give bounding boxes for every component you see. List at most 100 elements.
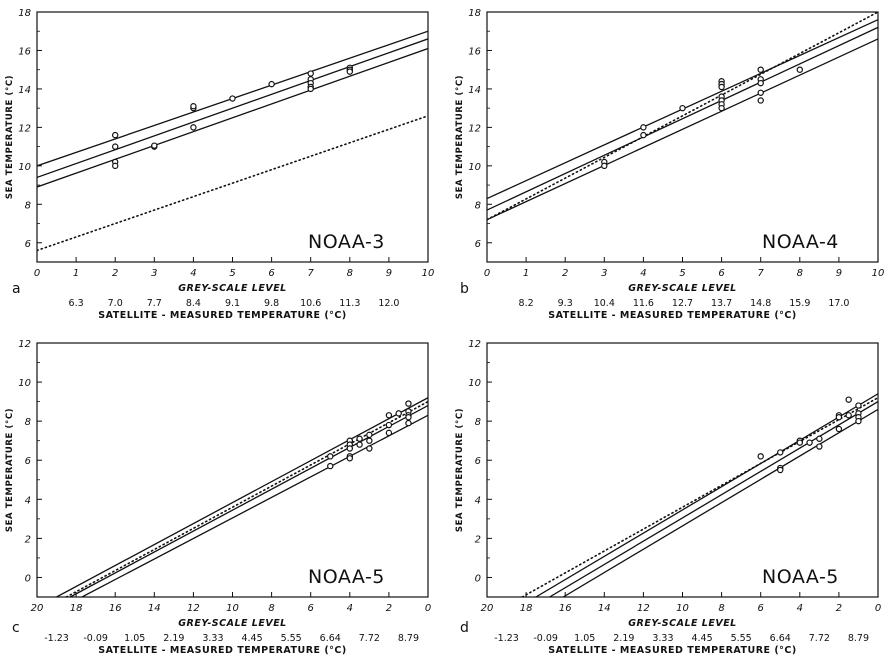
- x-axis-label: GREY-SCALE LEVEL: [178, 618, 286, 629]
- satellite-tick-label: 7.0: [108, 298, 123, 309]
- x-tick-label: 6: [308, 603, 314, 614]
- satellite-tick-label: 8.2: [519, 298, 534, 309]
- y-tick-label: 12: [18, 339, 31, 350]
- y-axis-label: SEA TEMPERATURE (°C): [455, 408, 465, 532]
- x-tick-label: 6: [758, 603, 764, 614]
- satellite-tick-label: 3.33: [202, 633, 223, 644]
- data-point: [356, 441, 363, 448]
- x-axis-label: GREY-SCALE LEVEL: [628, 283, 736, 294]
- data-point: [835, 414, 843, 421]
- data-point: [796, 66, 804, 73]
- satellite-tick-label: 4.45: [241, 633, 262, 644]
- satellite-tick-label: 8.79: [848, 633, 869, 644]
- data-point: [757, 89, 764, 96]
- satellite-tick-label: 14.8: [750, 298, 771, 309]
- x-tick-label: 18: [70, 603, 83, 614]
- x-tick-label: 0: [34, 268, 40, 279]
- x-tick-label: 0: [484, 268, 490, 279]
- data-point: [816, 435, 823, 442]
- y-tick-label: 2: [475, 534, 481, 545]
- data-point: [346, 445, 353, 452]
- data-point: [395, 410, 402, 417]
- data-point: [327, 453, 334, 460]
- satellite-tick-label: 10.4: [594, 298, 615, 309]
- satellite-tick-label: -1.23: [44, 633, 69, 644]
- satellite-tick-label: 1.05: [124, 633, 145, 644]
- data-point: [806, 439, 813, 446]
- satellite-tick-label: 7.7: [147, 298, 162, 309]
- satellite-tick-label: 6.3: [69, 298, 84, 309]
- y-tick-label: 16: [18, 46, 31, 57]
- data-point: [307, 85, 314, 93]
- data-point: [757, 79, 764, 87]
- data-point: [268, 80, 275, 88]
- satellite-tick-label: 5.55: [731, 633, 752, 644]
- satellite-tick-label: -1.23: [494, 633, 519, 644]
- data-point: [718, 104, 725, 112]
- data-point: [640, 131, 647, 139]
- plot-frame: [36, 11, 429, 263]
- y-axis-label: SEA TEMPERATURE (°C): [5, 75, 15, 199]
- x-tick-label: 9: [836, 268, 842, 279]
- data-point: [111, 131, 119, 139]
- x-tick-label: 2: [386, 603, 392, 614]
- data-point: [346, 68, 353, 75]
- satellite-tick-label: 7.72: [359, 633, 380, 644]
- x-tick-label: 3: [601, 268, 607, 279]
- satellite-tick-label: 11.3: [339, 298, 360, 309]
- regression-line: [549, 401, 878, 597]
- x-tick-label: 7: [308, 268, 315, 279]
- satellite-tick-label: 5.55: [281, 633, 302, 644]
- x-tick-label: 14: [598, 603, 611, 614]
- y-tick-label: 12: [468, 339, 481, 350]
- panel-label: a: [12, 281, 21, 297]
- plot-frame: [486, 11, 879, 263]
- data-point: [777, 449, 784, 456]
- data-point: [327, 462, 334, 470]
- x-tick-label: 8: [347, 268, 353, 279]
- x-tick-label: 18: [520, 603, 533, 614]
- y-tick-label: 8: [475, 417, 481, 428]
- regression-line: [37, 38, 428, 178]
- y-tick-label: 6: [475, 456, 481, 467]
- y-tick-label: 4: [475, 495, 481, 506]
- x-tick-label: 4: [347, 603, 353, 614]
- satellite-tick-label: 9.3: [558, 298, 573, 309]
- satellite-tick-label: 3.33: [652, 633, 673, 644]
- x-axis-label: GREY-SCALE LEVEL: [178, 283, 286, 294]
- satellite-tick-label: -0.09: [533, 633, 558, 644]
- data-point: [366, 437, 373, 444]
- x-tick-label: 10: [676, 603, 689, 614]
- x-tick-label: 8: [797, 268, 803, 279]
- satellite-tick-label: -0.09: [83, 633, 108, 644]
- data-point: [757, 97, 764, 104]
- data-point: [845, 412, 852, 419]
- satellite-tick-label: 10.6: [300, 298, 321, 309]
- y-tick-label: 6: [25, 456, 31, 467]
- data-point: [307, 70, 314, 77]
- y-tick-label: 8: [25, 200, 31, 211]
- y-tick-label: 8: [25, 417, 31, 428]
- satellite-tick-label: 17.0: [828, 298, 849, 309]
- x-tick-label: 12: [187, 603, 200, 614]
- satellite-tick-label: 9.8: [264, 298, 279, 309]
- data-point: [346, 455, 353, 462]
- x-tick-label: 3: [151, 268, 157, 279]
- secondary-x-axis-label: SATELLITE - MEASURED TEMPERATURE (°C): [98, 310, 346, 321]
- data-point: [796, 439, 804, 446]
- panel-label: b: [460, 281, 469, 297]
- data-point: [855, 417, 862, 425]
- regression-line: [37, 47, 428, 188]
- data-point: [777, 466, 784, 474]
- y-tick-label: 12: [468, 123, 481, 134]
- y-tick-label: 0: [25, 573, 31, 584]
- plot-frame: [486, 342, 879, 598]
- data-point: [190, 103, 197, 110]
- satellite-tick-label: 11.6: [633, 298, 654, 309]
- x-tick-label: 2: [836, 603, 842, 614]
- satellite-tick-label: 8.79: [398, 633, 419, 644]
- satellite-tick-label: 8.4: [186, 298, 201, 309]
- x-tick-label: 12: [637, 603, 650, 614]
- y-tick-label: 0: [475, 573, 481, 584]
